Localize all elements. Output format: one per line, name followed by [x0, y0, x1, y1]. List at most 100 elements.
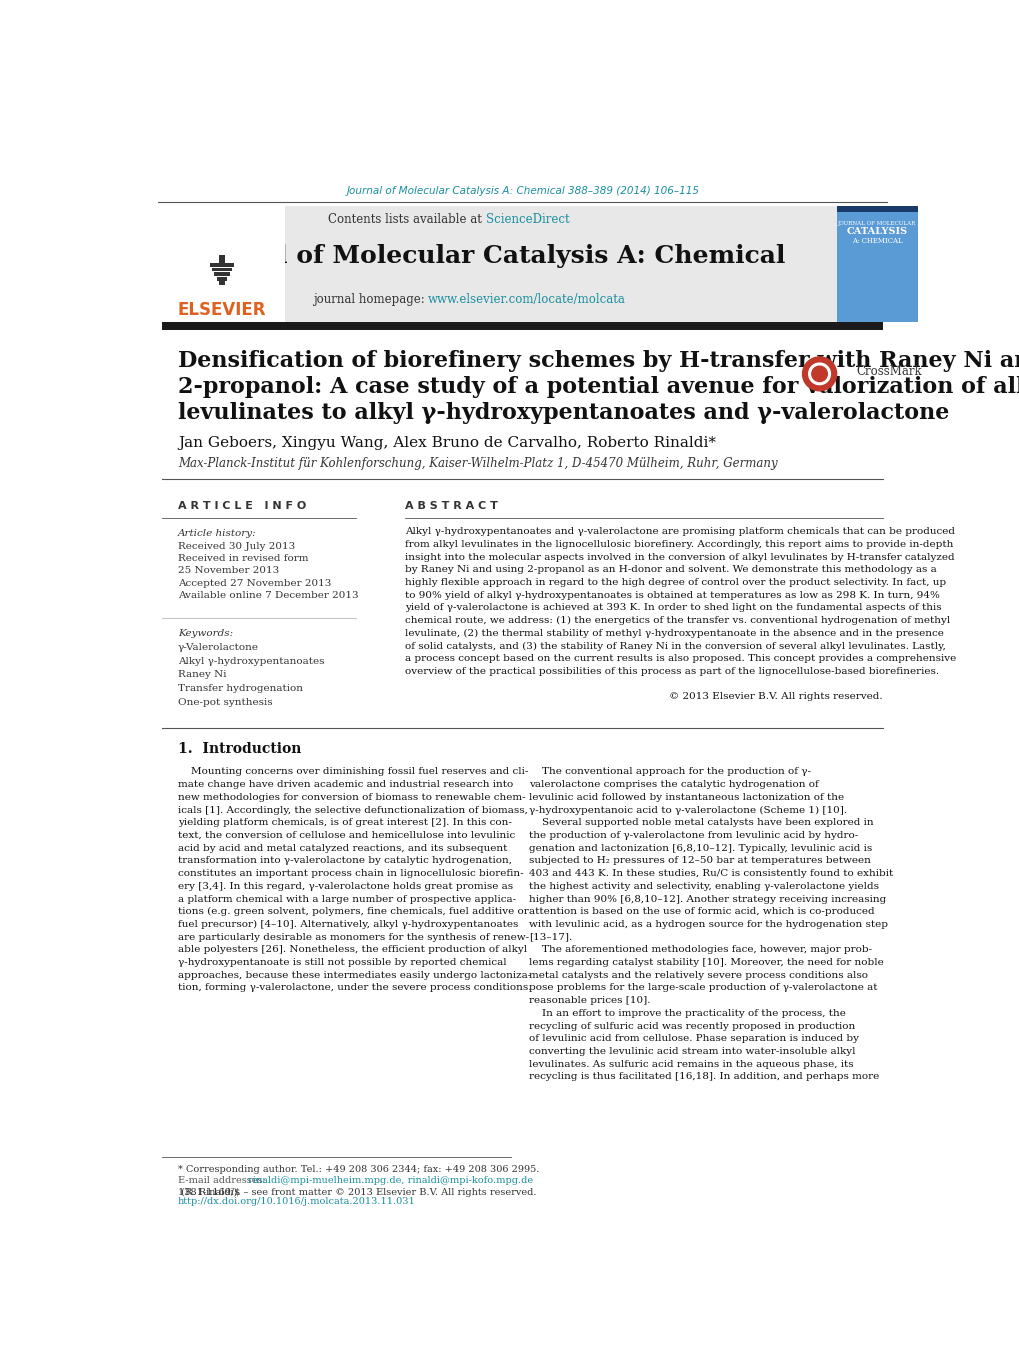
- Text: able polyesters [26]. Nonetheless, the efficient production of alkyl: able polyesters [26]. Nonetheless, the e…: [177, 946, 527, 954]
- Text: yield of γ-valerolactone is achieved at 393 K. In order to shed light on the fun: yield of γ-valerolactone is achieved at …: [405, 604, 941, 612]
- Text: γ-hydroxypentanoate is still not possible by reported chemical: γ-hydroxypentanoate is still not possibl…: [177, 958, 506, 967]
- Text: 1381-1169/$ – see front matter © 2013 Elsevier B.V. All rights reserved.: 1381-1169/$ – see front matter © 2013 El…: [177, 1188, 536, 1197]
- Text: 25 November 2013: 25 November 2013: [177, 566, 279, 576]
- Text: A B S T R A C T: A B S T R A C T: [405, 501, 497, 511]
- Text: Contents lists available at: Contents lists available at: [327, 213, 485, 227]
- Text: metal catalysts and the relatively severe process conditions also: metal catalysts and the relatively sever…: [529, 971, 867, 979]
- Text: ery [3,4]. In this regard, γ-valerolactone holds great promise as: ery [3,4]. In this regard, γ-valerolacto…: [177, 882, 513, 890]
- Text: 2-propanol: A case study of a potential avenue for valorization of alkyl: 2-propanol: A case study of a potential …: [177, 376, 1019, 399]
- Text: In an effort to improve the practicality of the process, the: In an effort to improve the practicality…: [529, 1009, 845, 1017]
- Text: of solid catalysts, and (3) the stability of Raney Ni in the conversion of sever: of solid catalysts, and (3) the stabilit…: [405, 642, 945, 651]
- Text: fuel precursor) [4–10]. Alternatively, alkyl γ-hydroxypentanoates: fuel precursor) [4–10]. Alternatively, a…: [177, 920, 518, 929]
- Text: Article history:: Article history:: [177, 528, 256, 538]
- Text: [13–17].: [13–17].: [529, 932, 572, 942]
- Text: CrossMark: CrossMark: [855, 365, 921, 378]
- Circle shape: [802, 357, 836, 390]
- Text: A: CHEMICAL: A: CHEMICAL: [851, 238, 902, 246]
- Bar: [162, 323, 882, 330]
- Text: approaches, because these intermediates easily undergo lactoniza-: approaches, because these intermediates …: [177, 971, 531, 979]
- Text: overview of the practical possibilities of this process as part of the lignocell: overview of the practical possibilities …: [405, 667, 938, 676]
- Text: Raney Ni: Raney Ni: [177, 670, 226, 680]
- Text: Journal of Molecular Catalysis A: Chemical 388–389 (2014) 106–115: Journal of Molecular Catalysis A: Chemic…: [345, 186, 699, 196]
- Text: higher than 90% [6,8,10–12]. Another strategy receiving increasing: higher than 90% [6,8,10–12]. Another str…: [529, 894, 886, 904]
- Bar: [219, 281, 225, 285]
- Text: (R. Rinaldi).: (R. Rinaldi).: [177, 1188, 240, 1196]
- Text: 403 and 443 K. In these studies, Ru/C is consistently found to exhibit: 403 and 443 K. In these studies, Ru/C is…: [529, 869, 893, 878]
- Text: ScienceDirect: ScienceDirect: [485, 213, 569, 227]
- Text: icals [1]. Accordingly, the selective defunctionalization of biomass,: icals [1]. Accordingly, the selective de…: [177, 805, 527, 815]
- Circle shape: [811, 366, 826, 381]
- Text: acid by acid and metal catalyzed reactions, and its subsequent: acid by acid and metal catalyzed reactio…: [177, 843, 506, 852]
- Text: new methodologies for conversion of biomass to renewable chem-: new methodologies for conversion of biom…: [177, 793, 525, 802]
- Text: a process concept based on the current results is also proposed. This concept pr: a process concept based on the current r…: [405, 654, 955, 663]
- Text: Journal of Molecular Catalysis A: Chemical: Journal of Molecular Catalysis A: Chemic…: [184, 245, 786, 267]
- Bar: [216, 277, 227, 281]
- Text: yielding platform chemicals, is of great interest [2]. In this con-: yielding platform chemicals, is of great…: [177, 819, 512, 827]
- Bar: [162, 205, 284, 323]
- Bar: [214, 273, 229, 276]
- Text: γ-Valerolactone: γ-Valerolactone: [177, 643, 259, 651]
- Text: Keywords:: Keywords:: [177, 628, 232, 638]
- Text: levulinic acid followed by instantaneous lactonization of the: levulinic acid followed by instantaneous…: [529, 793, 844, 802]
- Bar: [219, 255, 225, 265]
- Text: with levulinic acid, as a hydrogen source for the hydrogenation step: with levulinic acid, as a hydrogen sourc…: [529, 920, 888, 929]
- Text: valerolactone comprises the catalytic hydrogenation of: valerolactone comprises the catalytic hy…: [529, 780, 818, 789]
- Text: reasonable prices [10].: reasonable prices [10].: [529, 996, 650, 1005]
- Text: levulinates. As sulfuric acid remains in the aqueous phase, its: levulinates. As sulfuric acid remains in…: [529, 1059, 853, 1069]
- Text: One-pot synthesis: One-pot synthesis: [177, 698, 272, 707]
- Text: Mounting concerns over diminishing fossil fuel reserves and cli-: Mounting concerns over diminishing fossi…: [177, 767, 528, 777]
- Text: www.elsevier.com/locate/molcata: www.elsevier.com/locate/molcata: [428, 293, 626, 305]
- Text: * Corresponding author. Tel.: +49 208 306 2344; fax: +49 208 306 2995.: * Corresponding author. Tel.: +49 208 30…: [177, 1165, 539, 1174]
- Text: lems regarding catalyst stability [10]. Moreover, the need for noble: lems regarding catalyst stability [10]. …: [529, 958, 882, 967]
- Text: A R T I C L E   I N F O: A R T I C L E I N F O: [177, 501, 306, 511]
- Text: Transfer hydrogenation: Transfer hydrogenation: [177, 685, 303, 693]
- Text: The aforementioned methodologies face, however, major prob-: The aforementioned methodologies face, h…: [529, 946, 871, 954]
- Text: levulinates to alkyl γ-hydroxypentanoates and γ-valerolactone: levulinates to alkyl γ-hydroxypentanoate…: [177, 403, 949, 424]
- Text: http://dx.doi.org/10.1016/j.molcata.2013.11.031: http://dx.doi.org/10.1016/j.molcata.2013…: [177, 1197, 415, 1206]
- Text: γ-hydroxypentanoic acid to γ-valerolactone (Scheme 1) [10].: γ-hydroxypentanoic acid to γ-valerolacto…: [529, 805, 846, 815]
- Text: 1.  Introduction: 1. Introduction: [177, 742, 301, 755]
- Circle shape: [808, 363, 829, 385]
- Bar: [836, 205, 917, 212]
- Text: subjected to H₂ pressures of 12–50 bar at temperatures between: subjected to H₂ pressures of 12–50 bar a…: [529, 857, 870, 866]
- Text: from alkyl levulinates in the lignocellulosic biorefinery. Accordingly, this rep: from alkyl levulinates in the lignocellu…: [405, 540, 953, 549]
- Text: constitutes an important process chain in lignocellulosic biorefin-: constitutes an important process chain i…: [177, 869, 523, 878]
- Text: Received in revised form: Received in revised form: [177, 554, 308, 563]
- Text: recycling is thus facilitated [16,18]. In addition, and perhaps more: recycling is thus facilitated [16,18]. I…: [529, 1073, 878, 1081]
- Text: recycling of sulfuric acid was recently proposed in production: recycling of sulfuric acid was recently …: [529, 1021, 854, 1031]
- Text: highly flexible approach in regard to the high degree of control over the produc: highly flexible approach in regard to th…: [405, 578, 946, 588]
- Text: the highest activity and selectivity, enabling γ-valerolactone yields: the highest activity and selectivity, en…: [529, 882, 878, 890]
- Text: mate change have driven academic and industrial research into: mate change have driven academic and ind…: [177, 780, 513, 789]
- Text: a platform chemical with a large number of prospective applica-: a platform chemical with a large number …: [177, 894, 516, 904]
- Text: attention is based on the use of formic acid, which is co-produced: attention is based on the use of formic …: [529, 908, 873, 916]
- Text: ELSEVIER: ELSEVIER: [177, 301, 266, 319]
- Text: journal homepage:: journal homepage:: [313, 293, 428, 305]
- Text: Alkyl γ-hydroxypentanoates: Alkyl γ-hydroxypentanoates: [177, 657, 324, 666]
- Text: converting the levulinic acid stream into water-insoluble alkyl: converting the levulinic acid stream int…: [529, 1047, 855, 1056]
- Text: to 90% yield of alkyl γ-hydroxypentanoates is obtained at temperatures as low as: to 90% yield of alkyl γ-hydroxypentanoat…: [405, 590, 938, 600]
- Text: Available online 7 December 2013: Available online 7 December 2013: [177, 592, 358, 600]
- Bar: [212, 267, 232, 272]
- Text: of levulinic acid from cellulose. Phase separation is induced by: of levulinic acid from cellulose. Phase …: [529, 1035, 858, 1043]
- Text: © 2013 Elsevier B.V. All rights reserved.: © 2013 Elsevier B.V. All rights reserved…: [668, 692, 882, 701]
- Text: the production of γ-valerolactone from levulinic acid by hydro-: the production of γ-valerolactone from l…: [529, 831, 857, 840]
- Text: Alkyl γ-hydroxypentanoates and γ-valerolactone are promising platform chemicals : Alkyl γ-hydroxypentanoates and γ-valerol…: [405, 527, 954, 536]
- Text: Densification of biorefinery schemes by H-transfer with Raney Ni and: Densification of biorefinery schemes by …: [177, 350, 1019, 372]
- Text: by Raney Ni and using 2-propanol as an H-donor and solvent. We demonstrate this : by Raney Ni and using 2-propanol as an H…: [405, 565, 935, 574]
- Text: Jan Geboers, Xingyu Wang, Alex Bruno de Carvalho, Roberto Rinaldi*: Jan Geboers, Xingyu Wang, Alex Bruno de …: [177, 436, 715, 450]
- Text: text, the conversion of cellulose and hemicellulose into levulinic: text, the conversion of cellulose and he…: [177, 831, 515, 840]
- Bar: [162, 205, 836, 323]
- Text: Several supported noble metal catalysts have been explored in: Several supported noble metal catalysts …: [529, 819, 872, 827]
- Text: tions (e.g. green solvent, polymers, fine chemicals, fuel additive or: tions (e.g. green solvent, polymers, fin…: [177, 907, 528, 916]
- Text: levulinate, (2) the thermal stability of methyl γ-hydroxypentanoate in the absen: levulinate, (2) the thermal stability of…: [405, 628, 943, 638]
- Text: rinaldi@mpi-muelheim.mpg.de, rinaldi@mpi-kofo.mpg.de: rinaldi@mpi-muelheim.mpg.de, rinaldi@mpi…: [248, 1177, 532, 1185]
- Bar: [210, 263, 234, 267]
- Bar: [836, 205, 917, 323]
- Text: E-mail addresses:: E-mail addresses:: [177, 1177, 268, 1185]
- Text: CATALYSIS: CATALYSIS: [846, 227, 907, 236]
- Text: transformation into γ-valerolactone by catalytic hydrogenation,: transformation into γ-valerolactone by c…: [177, 857, 512, 866]
- Text: are particularly desirable as monomers for the synthesis of renew-: are particularly desirable as monomers f…: [177, 932, 529, 942]
- Text: genation and lactonization [6,8,10–12]. Typically, levulinic acid is: genation and lactonization [6,8,10–12]. …: [529, 843, 871, 852]
- Text: Received 30 July 2013: Received 30 July 2013: [177, 542, 294, 551]
- Text: Max-Planck-Institut für Kohlenforschung, Kaiser-Wilhelm-Platz 1, D-45470 Mülheim: Max-Planck-Institut für Kohlenforschung,…: [177, 458, 776, 470]
